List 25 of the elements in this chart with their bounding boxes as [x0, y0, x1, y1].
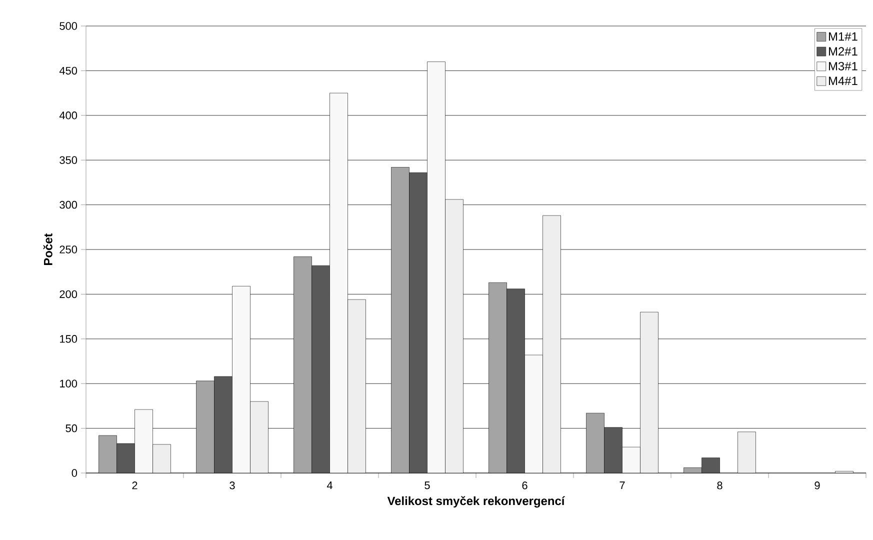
- legend-label: M4#1: [828, 76, 858, 85]
- legend-label: M1#1: [828, 32, 858, 41]
- y-tick-label: 400: [59, 112, 78, 120]
- x-tick-label: 2: [132, 482, 138, 490]
- x-tick-label: 9: [814, 482, 820, 490]
- y-axis-title: Počet: [43, 233, 52, 265]
- x-axis-title: Velikost smyček rekonvergencí: [387, 496, 566, 508]
- x-tick-label: 3: [230, 482, 235, 490]
- x-tick-label: 8: [717, 482, 722, 490]
- y-tick-label: 50: [66, 424, 78, 432]
- x-tick-label: 5: [424, 482, 430, 490]
- legend-label: M2#1: [828, 47, 858, 56]
- y-tick-label: 100: [60, 380, 78, 388]
- x-tick-label: 7: [620, 482, 625, 490]
- y-tick-label: 300: [60, 200, 78, 209]
- legend-label: M3#1: [828, 62, 858, 70]
- y-tick-label: 500: [60, 22, 78, 30]
- x-tick-label: 6: [522, 482, 528, 490]
- x-tick-label: 4: [326, 482, 332, 490]
- y-tick-label: 450: [59, 66, 78, 75]
- y-tick-label: 0: [72, 469, 78, 477]
- y-tick-label: 200: [60, 290, 78, 298]
- y-tick-label: 350: [60, 156, 78, 164]
- y-tick-label: 250: [60, 246, 78, 254]
- y-tick-label: 150: [60, 335, 78, 343]
